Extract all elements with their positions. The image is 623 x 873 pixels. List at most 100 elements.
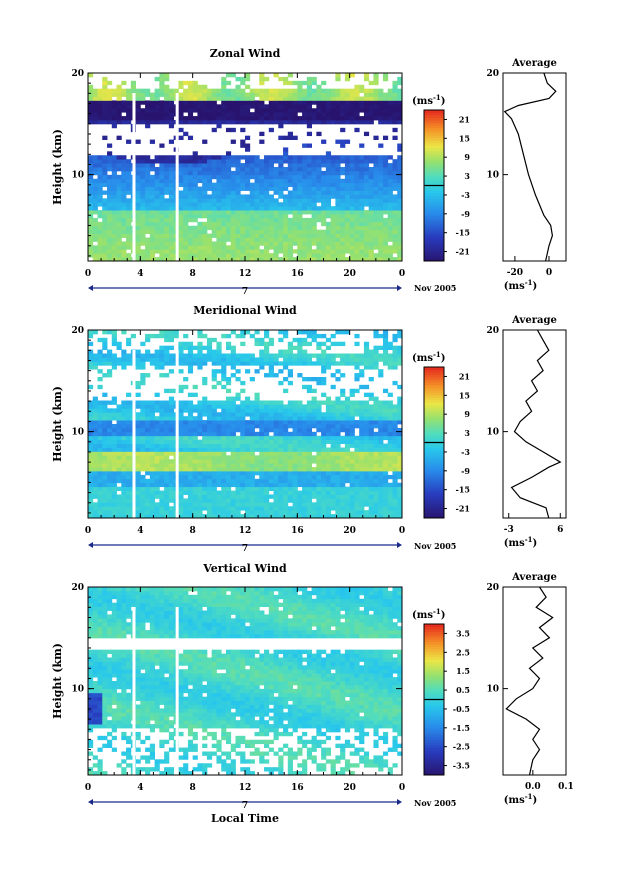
heatmap-cell: [154, 233, 160, 238]
heatmap-cell: [321, 174, 327, 180]
heatmap-cell: [340, 427, 346, 433]
heatmap-cell: [311, 486, 317, 491]
heatmap-cell: [240, 333, 246, 339]
heatmap-cell: [145, 502, 151, 507]
heatmap-cell: [373, 330, 379, 335]
heatmap-cell: [306, 427, 313, 433]
heatmap-cell: [149, 198, 156, 203]
heatmap-cell: [97, 210, 103, 215]
heatmap-cell: [135, 170, 141, 176]
heatmap-cell: [225, 88, 232, 93]
heatmap-cell: [159, 178, 165, 184]
heatmap-cell: [126, 463, 132, 468]
heatmap-cell: [325, 416, 332, 421]
heatmap-cell: [273, 427, 279, 433]
heatmap-cell: [311, 514, 317, 519]
heatmap-cell: [92, 408, 98, 413]
heatmap-cell: [206, 92, 213, 97]
heatmap-cell: [140, 96, 146, 101]
heatmap-cell: [97, 241, 103, 246]
heatmap-cell: [168, 424, 175, 429]
heatmap-cell: [107, 412, 113, 417]
heatmap-cell: [240, 202, 246, 207]
heatmap-cell: [249, 455, 255, 460]
heatmap-cell: [230, 100, 236, 105]
heatmap-cell: [178, 349, 184, 354]
heatmap-cell: [349, 478, 355, 484]
heatmap-cell: [325, 237, 332, 242]
heatmap-cell: [311, 225, 317, 231]
heatmap-cell: [359, 108, 365, 113]
colorbar-swatch: [424, 185, 444, 189]
heatmap-cell: [88, 478, 94, 484]
heatmap-cell: [359, 373, 365, 378]
heatmap-cell: [192, 80, 198, 86]
heatmap-cell: [302, 210, 308, 215]
heatmap-cell: [254, 229, 260, 234]
heatmap-cell: [292, 170, 298, 176]
heatmap-cell: [278, 416, 284, 421]
heatmap-cell: [306, 404, 313, 409]
heatmap-cell: [344, 400, 351, 405]
heatmap-cell: [378, 369, 384, 374]
heatmap-cell: [225, 100, 232, 105]
heatmap-cell: [397, 245, 403, 250]
heatmap-cell: [245, 435, 251, 441]
heatmap-cell: [292, 182, 298, 187]
heatmap-cell: [335, 104, 341, 109]
heatmap-cell: [216, 447, 222, 452]
heatmap-cell: [192, 241, 198, 246]
heatmap-cell: [154, 486, 160, 491]
heatmap-cell: [154, 431, 160, 437]
heatmap-cell: [140, 373, 146, 378]
heatmap-cell: [225, 435, 232, 441]
heatmap-cell: [264, 257, 270, 262]
heatmap-cell: [111, 412, 117, 417]
heatmap-cell: [302, 233, 308, 238]
heatmap-cell: [316, 104, 322, 109]
heatmap-cell: [216, 120, 222, 125]
heatmap-cell: [111, 463, 117, 468]
heatmap-cell: [187, 341, 194, 347]
heatmap-cell: [259, 353, 265, 358]
heatmap-cell: [344, 451, 351, 456]
heatmap-cell: [297, 217, 303, 223]
heatmap-cell: [373, 408, 379, 413]
heatmap-cell: [178, 210, 184, 215]
heatmap-cell: [240, 198, 246, 203]
heatmap-cell: [344, 439, 351, 444]
heatmap-cell: [221, 163, 227, 168]
heatmap-cell: [164, 92, 170, 97]
heatmap-cell: [235, 257, 241, 262]
heatmap-cell: [140, 424, 146, 429]
heatmap-cell: [344, 467, 351, 472]
heatmap-cell: [302, 170, 308, 176]
heatmap-cell: [121, 408, 127, 413]
heatmap-cell: [97, 447, 103, 452]
heatmap-cell: [349, 392, 355, 397]
heatmap-cell: [330, 357, 336, 362]
heatmap-cell: [321, 214, 327, 219]
heatmap-cell: [149, 333, 156, 339]
heatmap-cell: [192, 96, 198, 101]
heatmap-cell: [102, 210, 108, 215]
heatmap-cell: [206, 108, 213, 113]
heatmap-cell: [183, 245, 189, 250]
heatmap-cell: [116, 435, 122, 441]
heatmap-cell: [126, 116, 132, 121]
heatmap-cell: [178, 159, 184, 164]
heatmap-cell: [187, 514, 194, 519]
heatmap-cell: [397, 190, 403, 195]
heatmap-cell: [397, 155, 403, 160]
heatmap-cell: [349, 474, 355, 480]
heatmap-cell: [340, 245, 346, 250]
heatmap-cell: [373, 116, 379, 121]
heatmap-cell: [335, 369, 341, 374]
heatmap-cell: [206, 182, 213, 187]
heatmap-cell: [245, 455, 251, 460]
heatmap-cell: [206, 210, 213, 215]
heatmap-cell: [344, 108, 351, 113]
heatmap-cell: [264, 186, 270, 191]
heatmap-cell: [102, 510, 108, 515]
heatmap-cell: [283, 198, 289, 203]
